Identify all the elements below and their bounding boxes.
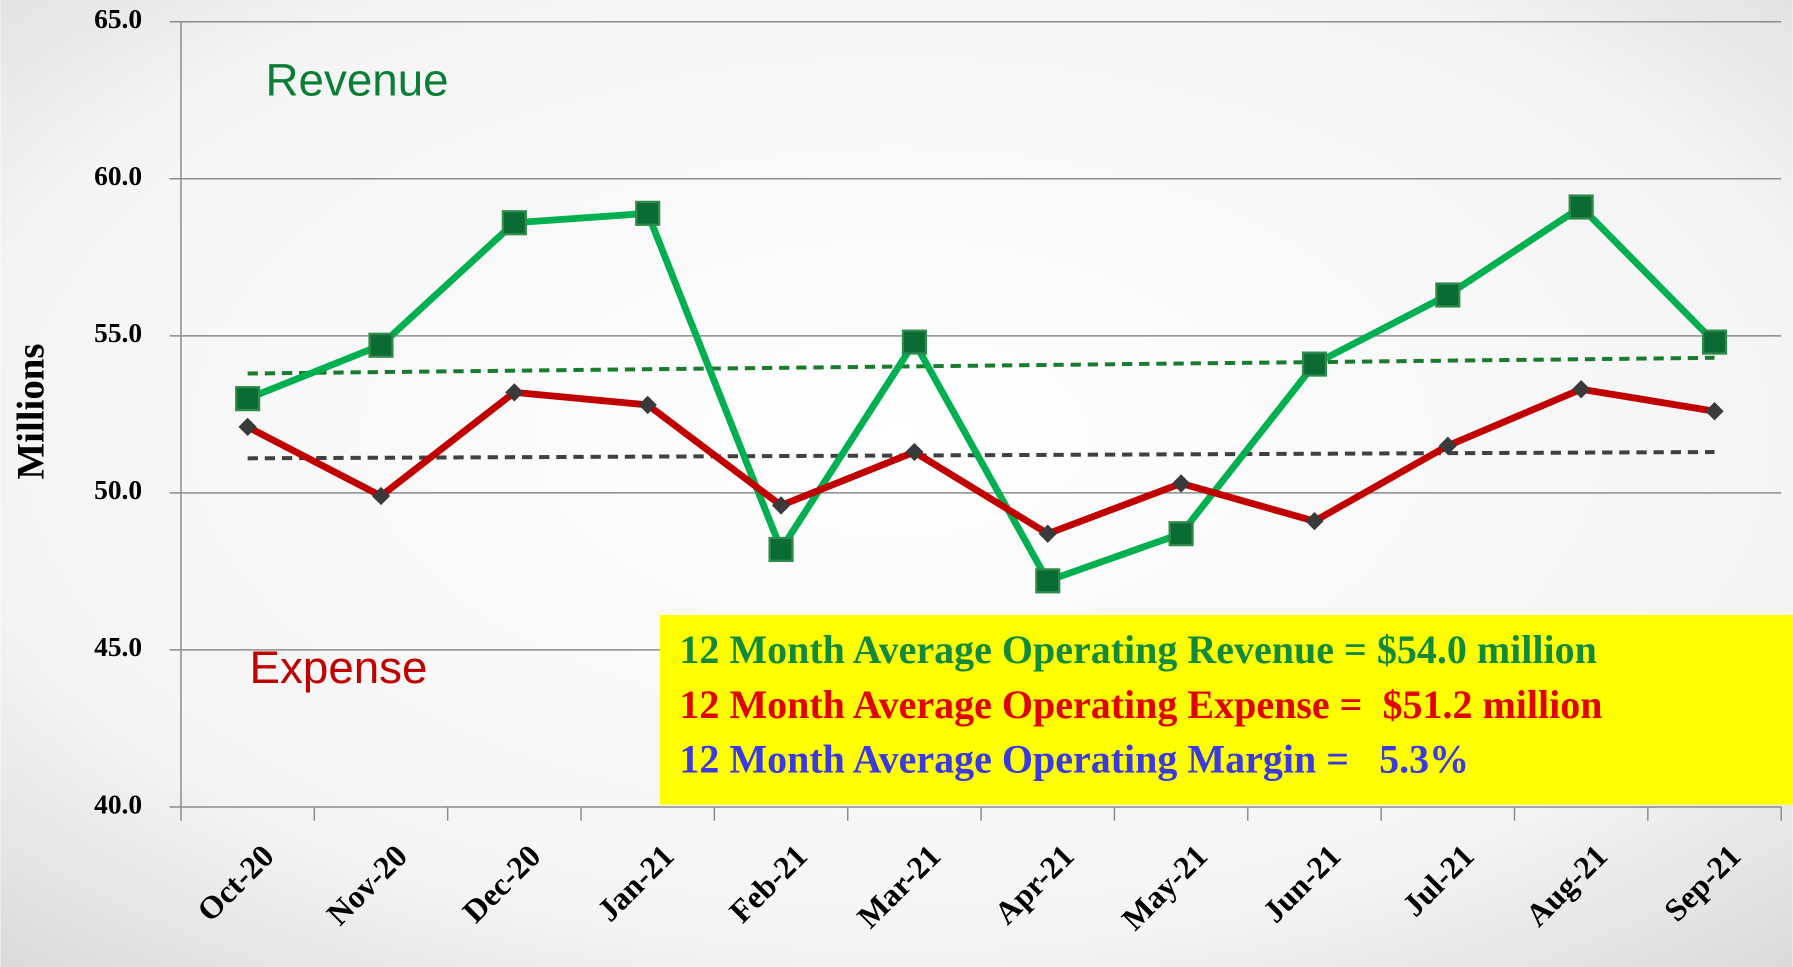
y-tick-label: 45.0 (94, 632, 142, 662)
note-line: 12 Month Average Operating Margin = 5.3% (679, 737, 1469, 782)
note-line: 12 Month Average Operating Revenue = $54… (679, 627, 1597, 672)
y-tick-label: 50.0 (94, 475, 142, 505)
marker (368, 332, 394, 358)
marker (771, 496, 791, 515)
marker (1035, 568, 1061, 594)
marker (1301, 351, 1328, 377)
marker (1701, 329, 1728, 355)
marker (1435, 282, 1461, 308)
marker (1705, 402, 1724, 421)
y-tick-label: 40.0 (94, 789, 142, 819)
marker (638, 395, 657, 415)
marker (1305, 511, 1324, 531)
marker (768, 536, 794, 562)
y-tick-label: 60.0 (94, 161, 142, 191)
trendline (247, 450, 1715, 461)
marker (1568, 194, 1594, 220)
marker (235, 386, 261, 412)
marker (1438, 436, 1457, 455)
marker (1171, 474, 1191, 493)
trendline (247, 355, 1715, 376)
note-line: 12 Month Average Operating Expense = $51… (679, 682, 1602, 727)
marker (501, 210, 527, 236)
marker (905, 442, 924, 462)
marker (1572, 380, 1591, 399)
marker (505, 383, 524, 402)
y-tick-label: 55.0 (94, 318, 142, 348)
marker (635, 200, 661, 226)
y-tick-label: 65.0 (94, 4, 142, 34)
y-axis-label: Millions (10, 343, 53, 479)
marker (1168, 521, 1194, 547)
marker (901, 329, 927, 355)
marker (238, 417, 257, 437)
series-label: Expense (250, 642, 428, 693)
marker (371, 486, 391, 506)
series-line (246, 385, 1716, 538)
series-label: Revenue (266, 55, 449, 106)
series-line (246, 203, 1717, 585)
note-box (659, 614, 1793, 805)
